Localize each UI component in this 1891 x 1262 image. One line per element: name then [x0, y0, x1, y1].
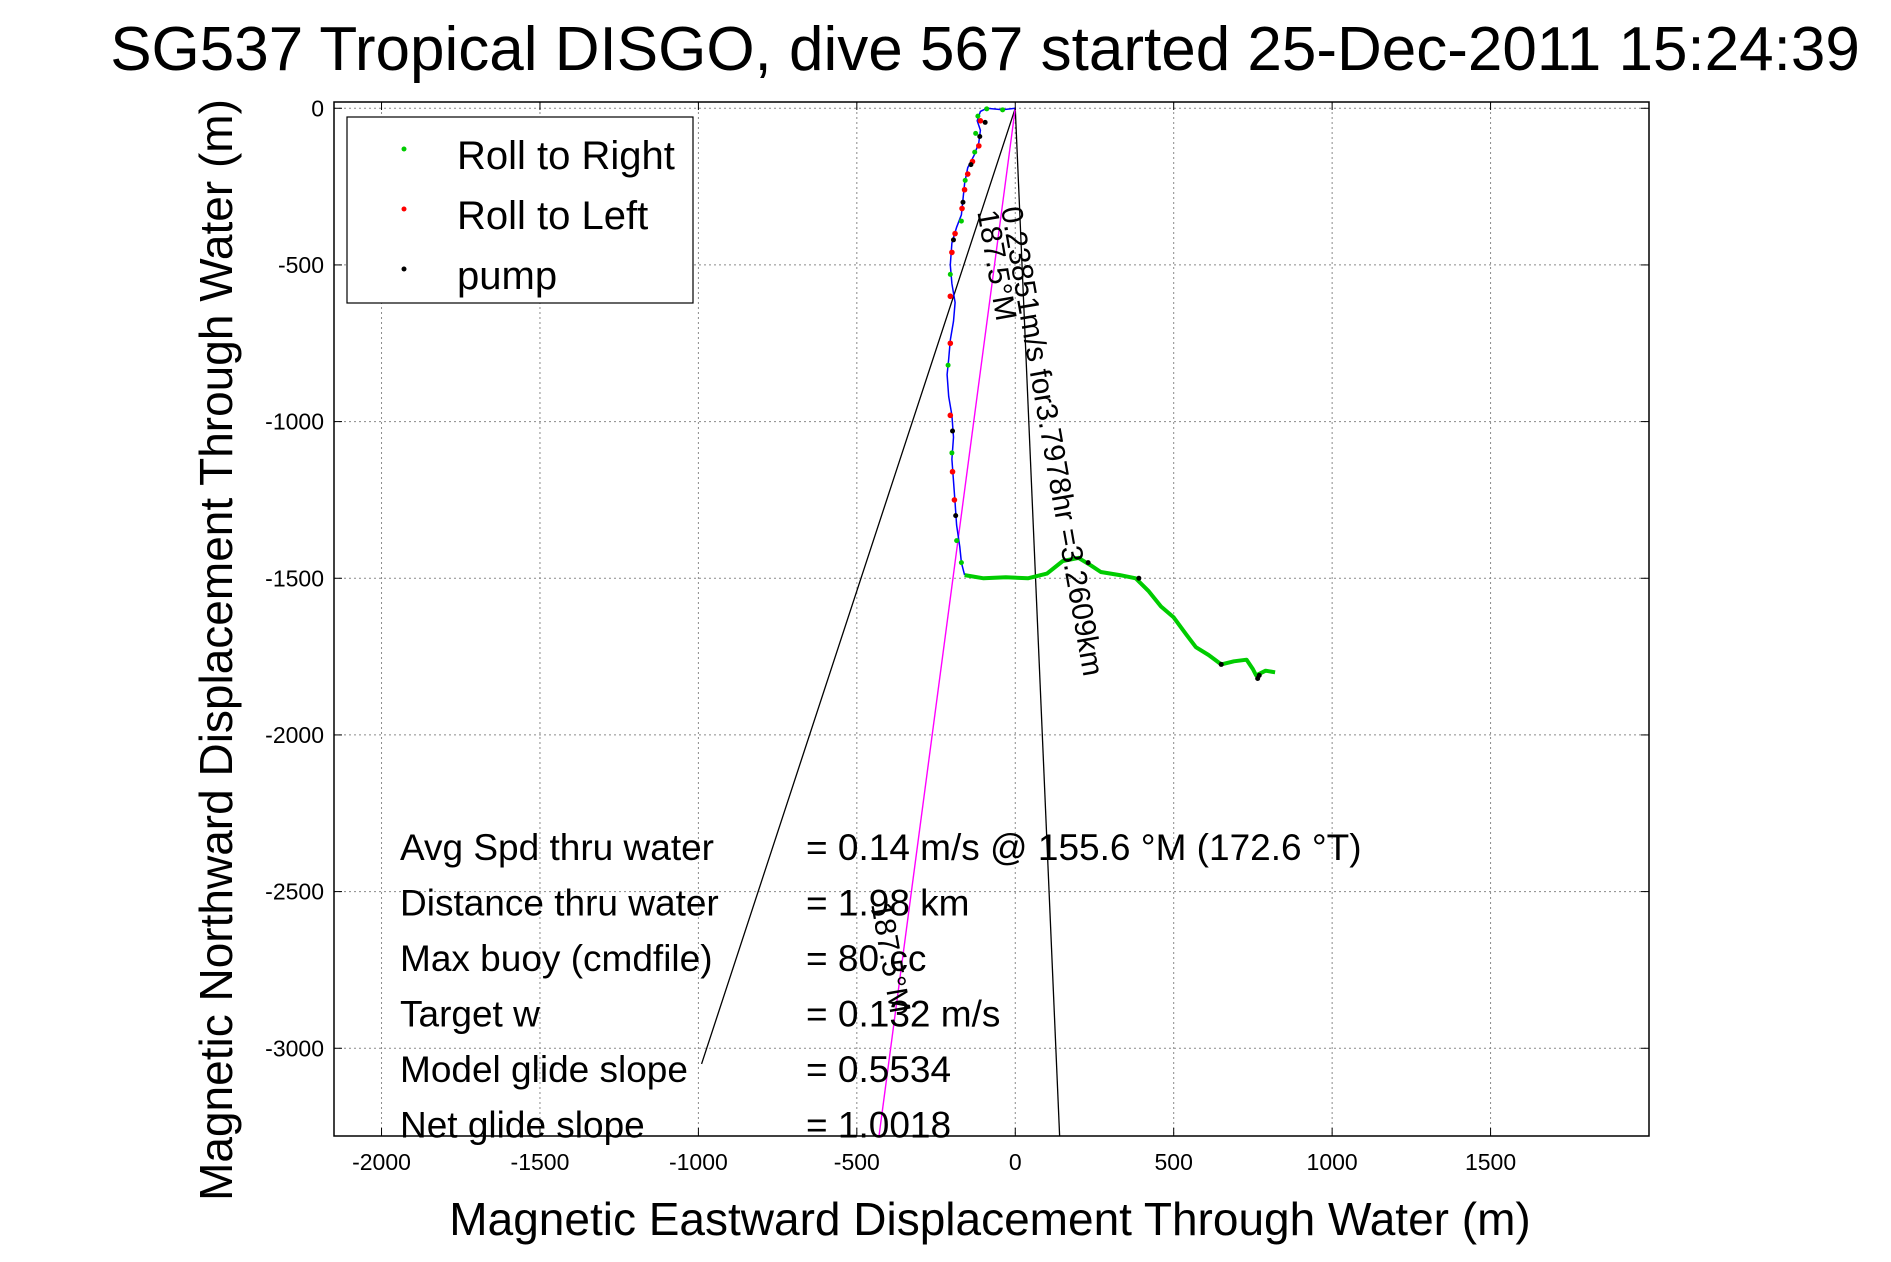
- x-tick-label: -1500: [511, 1149, 570, 1175]
- pump-point: [953, 513, 959, 519]
- stat-value: = 1.98 km: [806, 883, 970, 924]
- roll-right-point: [954, 538, 960, 544]
- x-axis-label: Magnetic Eastward Displacement Through W…: [449, 1193, 1530, 1245]
- roll-left-point: [949, 249, 955, 256]
- legend: Roll to Right Roll to Left pump: [346, 116, 694, 304]
- legend-marker: [401, 146, 407, 152]
- roll-left-point: [949, 468, 956, 475]
- y-tick-label: -500: [278, 252, 324, 278]
- pump-point: [950, 428, 956, 434]
- y-tick-label: -2500: [265, 879, 324, 905]
- pump-point: [977, 133, 983, 139]
- roll-left-point: [977, 118, 984, 124]
- current-vector-line: [878, 108, 1016, 1137]
- roll-left-point: [961, 186, 968, 193]
- pump-point: [982, 119, 988, 125]
- roll-left-point: [951, 497, 958, 503]
- plot-frame: [333, 101, 1650, 1137]
- legend-marker: [401, 206, 407, 212]
- plot-area: [700, 106, 1276, 1137]
- dive-track-line: [946, 107, 1016, 576]
- roll-left-point: [976, 143, 982, 149]
- y-axis: 0 -500 -1000 -1500 -2000 -2500 -3000: [265, 95, 1649, 1061]
- roll-left-point: [959, 205, 965, 212]
- roll-left-point: [947, 293, 954, 300]
- stat-label: Net glide slope: [400, 1105, 645, 1146]
- pump-point: [1256, 672, 1262, 678]
- roll-right-point: [949, 450, 955, 456]
- stat-value: = 0.5534: [806, 1049, 951, 1090]
- x-tick-label: 0: [1009, 1149, 1022, 1175]
- stat-value: = 80 cc: [806, 938, 926, 979]
- roll-right-point: [1000, 107, 1006, 113]
- roll-right-point: [958, 218, 964, 224]
- x-axis: -2000 -1500 -1000 -500 0 500 1000 1500: [352, 102, 1516, 1175]
- roll-right-point: [975, 113, 981, 119]
- chart-title: SG537 Tropical DISGO, dive 567 started 2…: [110, 15, 1860, 84]
- roll-right-point: [945, 362, 951, 368]
- pump-point: [950, 237, 956, 243]
- surface-track-line: [964, 555, 1276, 678]
- legend-entry-label: Roll to Left: [457, 194, 648, 238]
- stat-label: Target w: [400, 994, 540, 1035]
- roll-right-point: [973, 130, 979, 136]
- roll-left-point: [964, 171, 971, 177]
- roll-left-point: [947, 412, 954, 419]
- stat-label: Distance thru water: [400, 883, 719, 924]
- roll-right-point: [962, 177, 968, 183]
- stat-label: Max buoy (cmdfile): [400, 938, 713, 979]
- stat-value: = 1.0018: [806, 1105, 951, 1146]
- roll-right-point: [947, 271, 953, 277]
- pump-point: [1218, 661, 1224, 667]
- roll-left-point: [947, 340, 954, 347]
- legend-entry-label: pump: [457, 254, 557, 298]
- pump-point: [1085, 560, 1091, 566]
- pump-point: [968, 162, 974, 168]
- grid-lines: [334, 102, 1649, 1136]
- y-tick-label: -1000: [265, 409, 324, 435]
- y-tick-label: 0: [311, 95, 324, 121]
- pump-point: [960, 199, 966, 205]
- legend-entry-label: Roll to Right: [457, 134, 675, 178]
- roll-right-point: [972, 149, 978, 155]
- roll-right-point: [984, 106, 990, 112]
- x-tick-label: -2000: [352, 1149, 411, 1175]
- y-tick-label: -1500: [265, 565, 324, 591]
- stats-block: Avg Spd thru water = 0.14 m/s @ 155.6 °M …: [400, 827, 1362, 1146]
- stat-label: Avg Spd thru water: [400, 827, 714, 868]
- roll-right-point: [958, 560, 964, 566]
- roll-left-point: [952, 230, 958, 237]
- pump-point: [1136, 575, 1142, 581]
- y-axis-label: Magnetic Northward Displacement Through …: [190, 99, 242, 1201]
- envelope-line-right: [1014, 108, 1061, 1137]
- stat-label: Model glide slope: [400, 1049, 688, 1090]
- envelope-line-left: [700, 108, 1016, 1065]
- x-tick-label: 1500: [1465, 1149, 1516, 1175]
- x-tick-label: -500: [834, 1149, 880, 1175]
- stat-value: = 0.14 m/s @ 155.6 °M (172.6 °T): [806, 827, 1362, 868]
- x-tick-label: 1000: [1307, 1149, 1358, 1175]
- stat-value: = 0.132 m/s: [806, 994, 1000, 1035]
- y-tick-label: -2000: [265, 722, 324, 748]
- y-tick-label: -3000: [265, 1035, 324, 1061]
- legend-marker: [401, 266, 407, 272]
- x-tick-label: 500: [1155, 1149, 1193, 1175]
- x-tick-label: -1000: [669, 1149, 728, 1175]
